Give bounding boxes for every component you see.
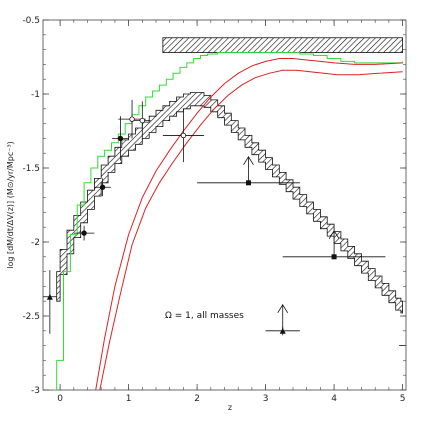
hatched-bar	[162, 37, 403, 53]
circle-marker	[99, 184, 106, 190]
circle-marker	[129, 116, 135, 122]
data-point-3	[94, 178, 111, 197]
data-point-9	[282, 230, 386, 260]
limit-arrow-head	[243, 156, 254, 166]
data-point-10	[265, 304, 300, 336]
data-point-4	[112, 116, 129, 161]
triangle-marker	[279, 327, 286, 334]
circle-marker	[139, 117, 146, 124]
y-tick-label: -3	[31, 386, 40, 396]
x-tick-label: 5	[400, 394, 406, 404]
y-tick-label: -1.5	[22, 164, 40, 174]
x-tick-label: 3	[263, 394, 269, 404]
limit-arrow-head	[277, 304, 289, 314]
data-point-8	[197, 156, 300, 186]
y-axis-title: log [dM/dt/ΔV(z)] (M⊙/yr/Mpc⁻³)	[6, 141, 15, 269]
series-line-1	[53, 52, 404, 390]
y-tick-label: -2	[31, 238, 40, 248]
series-line-3	[99, 69, 403, 390]
x-tick-label: 1	[126, 394, 132, 404]
limit-arrow-head	[328, 230, 340, 240]
circle-marker	[81, 230, 87, 236]
y-tick-label: -1	[31, 90, 40, 100]
x-tick-label: 0	[57, 394, 63, 404]
y-tick-label: -0.5	[22, 16, 40, 26]
annotation-text: Ω = 1, all masses	[165, 311, 244, 321]
data-point-7	[162, 108, 204, 163]
x-tick-label: 4	[331, 394, 337, 404]
square-marker	[245, 180, 251, 186]
data-point-2	[73, 225, 95, 241]
plot-frame	[42, 19, 407, 391]
hatched-band	[56, 92, 404, 314]
data-point-1	[43, 270, 57, 334]
series-line-2	[95, 58, 403, 390]
triangle-marker	[46, 293, 53, 300]
x-tick-label: 2	[194, 394, 200, 404]
circle-marker	[180, 132, 187, 139]
circle-marker	[117, 135, 124, 142]
data-point-6	[134, 101, 151, 140]
y-tick-label: -2.5	[22, 312, 40, 322]
x-axis-title: z	[228, 403, 232, 412]
square-marker	[331, 254, 337, 260]
